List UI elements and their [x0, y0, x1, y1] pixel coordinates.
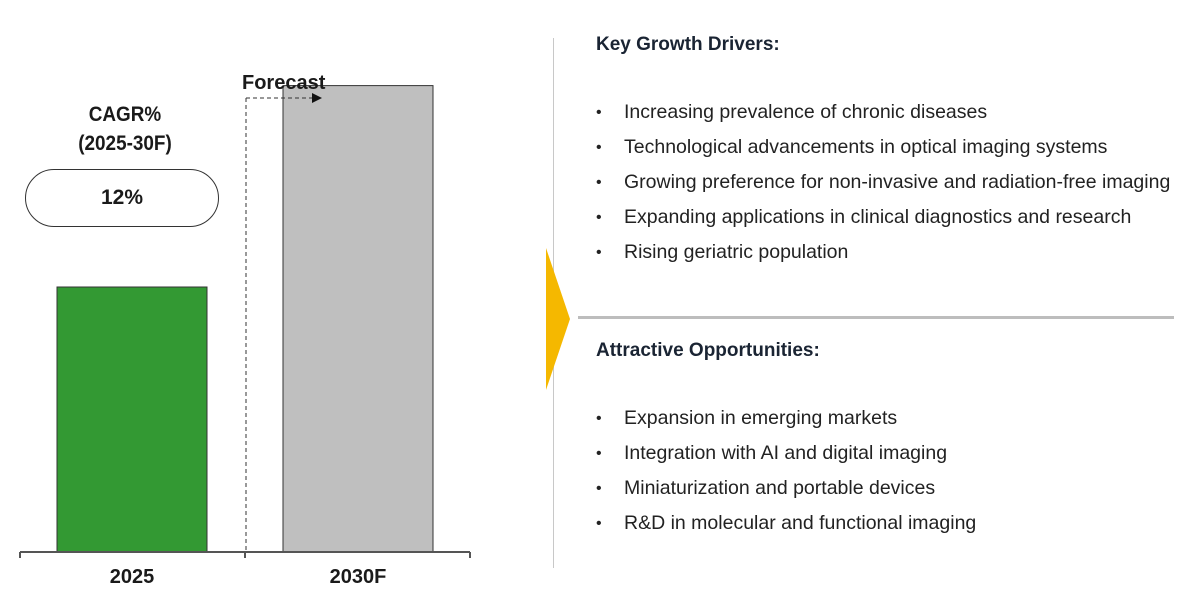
- key-growth-drivers-section: Key Growth Drivers: • Increasing prevalen…: [596, 34, 1176, 273]
- horizontal-divider: [578, 316, 1174, 319]
- forecast-label: Forecast: [242, 72, 326, 94]
- bullet-icon: •: [596, 139, 602, 156]
- list-item: • R&D in molecular and functional imaging: [596, 509, 1176, 538]
- bullet-icon: •: [596, 410, 602, 427]
- cagr-value-pill: 12%: [25, 169, 219, 227]
- bar-2025: [56, 286, 208, 553]
- bullet-icon: •: [596, 480, 602, 497]
- list-item: • Integration with AI and digital imaging: [596, 439, 1176, 468]
- attractive-opportunities-list: • Expansion in emerging markets • Integrat…: [596, 404, 1176, 538]
- bar-chart: [19, 85, 471, 558]
- cagr-label-line1: CAGR%: [88, 103, 162, 126]
- attractive-opportunities-title: Attractive Opportunities:: [596, 340, 820, 361]
- list-item: • Miniaturization and portable devices: [596, 474, 1176, 503]
- list-item: • Expanding applications in clinical diag…: [596, 203, 1176, 232]
- bullet-icon: •: [596, 174, 602, 191]
- bullet-icon: •: [596, 244, 602, 261]
- forecast-arrow-head: [312, 93, 322, 103]
- bar-2030f: [282, 85, 434, 553]
- bullet-icon: •: [596, 209, 602, 226]
- key-growth-drivers-title: Key Growth Drivers:: [596, 34, 780, 55]
- chevron-right-icon: [546, 248, 570, 390]
- x-tick-label-2030f: 2030F: [329, 566, 387, 588]
- list-item: • Expansion in emerging markets: [596, 404, 1176, 433]
- list-item: • Growing preference for non-invasive and…: [596, 168, 1176, 197]
- cagr-label: CAGR% (2025-30F): [49, 100, 202, 158]
- bullet-icon: •: [596, 445, 602, 462]
- x-tick-label-2025: 2025: [109, 566, 155, 588]
- bullet-icon: •: [596, 104, 602, 121]
- attractive-opportunities-section: Attractive Opportunities: • Expansion in …: [596, 340, 1176, 544]
- list-item: • Technological advancements in optical i…: [596, 133, 1176, 162]
- cagr-label-line2: (2025-30F): [78, 132, 172, 155]
- list-item: • Increasing prevalence of chronic diseas…: [596, 98, 1176, 127]
- list-item: • Rising geriatric population: [596, 238, 1176, 267]
- key-growth-drivers-list: • Increasing prevalence of chronic diseas…: [596, 98, 1176, 267]
- bullet-icon: •: [596, 515, 602, 532]
